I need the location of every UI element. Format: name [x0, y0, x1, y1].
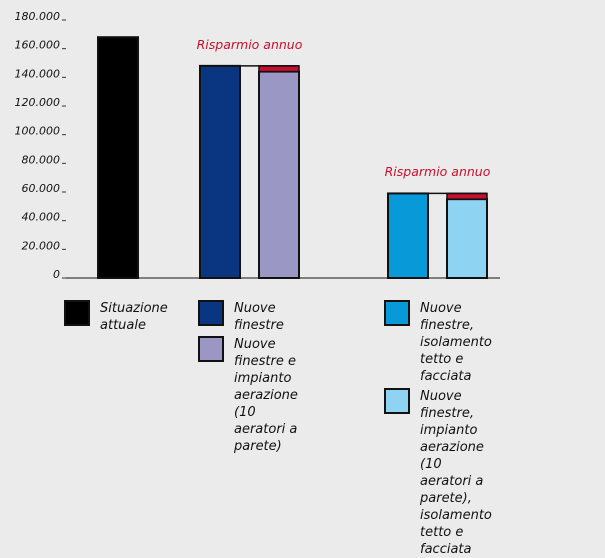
savings-label: Risparmio annuo [385, 164, 491, 179]
y-tick-label: 60.000 [22, 182, 61, 195]
bar [387, 192, 429, 279]
legend-label: Nuove finestre, isolamento tetto e facci… [420, 301, 492, 384]
savings-label: Risparmio annuo [197, 37, 303, 52]
legend-label: Nuove finestre, impianto aerazione (10 a… [420, 389, 492, 557]
y-tick-label: 40.000 [22, 211, 61, 224]
legend-swatch [198, 336, 224, 362]
bar [258, 70, 300, 279]
legend-swatch [198, 300, 224, 326]
legend-swatch [384, 300, 410, 326]
bar [199, 64, 241, 279]
legend-label: Nuove finestre e impianto aerazione (10 … [234, 337, 298, 454]
y-tick-label: 160.000 [15, 39, 61, 52]
legend-label: Situazione attuale [100, 301, 168, 333]
savings-strip [446, 192, 488, 200]
y-tick-label: 20.000 [22, 239, 61, 252]
bar [446, 198, 488, 280]
y-axis: 180.000 160.000 140.000 120.000 100.000 80.00… [15, 10, 66, 281]
savings-strip [258, 65, 300, 73]
bars [66, 36, 500, 280]
legend-swatch [64, 300, 90, 326]
y-tick-label: 120.000 [15, 96, 61, 109]
bar-chart: 180.000 160.000 140.000 120.000 100.000 80.00… [15, 10, 500, 281]
y-tick-label: 0 [53, 268, 60, 281]
y-tick-label: 180.000 [15, 10, 61, 23]
y-tick-label: 140.000 [15, 67, 61, 80]
savings-markers: Risparmio annuo Risparmio annuo [197, 37, 491, 200]
legend-swatch [384, 388, 410, 414]
y-tick-label: 80.000 [22, 153, 61, 166]
legend-label: Nuove finestre [234, 301, 284, 333]
y-tick-label: 100.000 [15, 125, 61, 138]
bar [97, 36, 139, 280]
